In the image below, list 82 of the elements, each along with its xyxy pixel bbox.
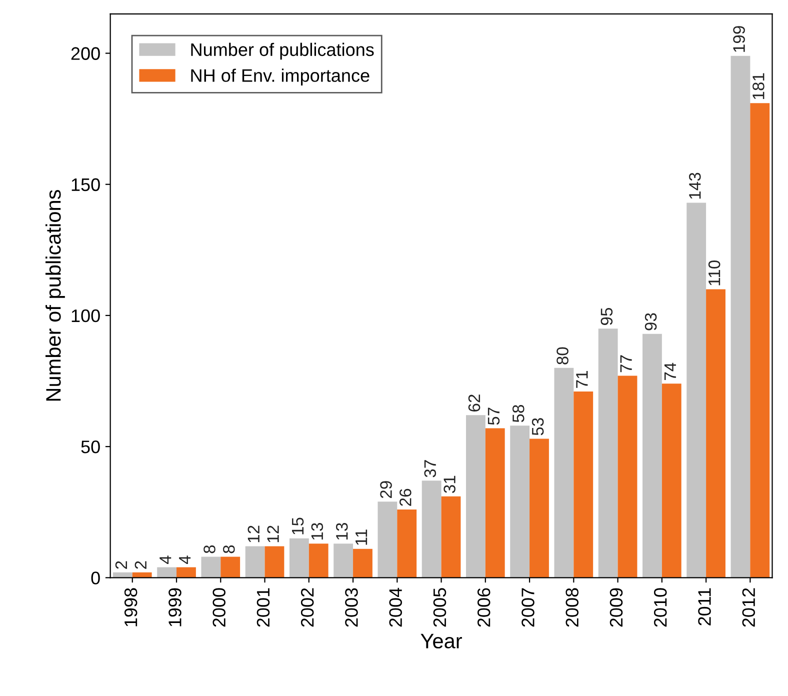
bar bbox=[662, 384, 682, 578]
data-label: 57 bbox=[488, 408, 500, 425]
y-tick-label: 100 bbox=[72, 309, 100, 322]
data-label: 29 bbox=[380, 481, 392, 498]
bar bbox=[642, 334, 662, 578]
data-label: 12 bbox=[248, 526, 260, 542]
bar bbox=[201, 556, 221, 578]
data-label: 143 bbox=[689, 172, 701, 199]
bar bbox=[264, 546, 284, 578]
x-tick-label: 1998 bbox=[124, 588, 138, 626]
bar bbox=[598, 328, 618, 578]
legend-label: NH of Env. importance bbox=[191, 68, 370, 86]
y-tick-label: 150 bbox=[72, 178, 100, 192]
bar bbox=[308, 544, 328, 578]
data-label: 80 bbox=[556, 347, 568, 364]
data-label: 2 bbox=[134, 561, 146, 569]
bar bbox=[510, 426, 530, 578]
x-tick-label: 2008 bbox=[566, 588, 579, 627]
bar bbox=[466, 415, 486, 578]
x-tick-label: 1999 bbox=[168, 588, 182, 626]
data-label: 31 bbox=[444, 476, 456, 493]
data-label: 71 bbox=[576, 371, 588, 388]
bar bbox=[686, 202, 706, 578]
x-tick-label: 2011 bbox=[698, 588, 711, 626]
x-tick-label: 2000 bbox=[212, 588, 226, 627]
data-label: 95 bbox=[600, 308, 613, 326]
data-label: 2 bbox=[115, 561, 127, 569]
data-label: 53 bbox=[532, 418, 544, 436]
data-label: 8 bbox=[204, 545, 216, 554]
bar bbox=[530, 438, 549, 578]
data-label: 110 bbox=[708, 260, 720, 286]
legend-label: Number of publications bbox=[191, 42, 374, 60]
y-tick-label: 50 bbox=[81, 440, 100, 454]
data-label: 11 bbox=[356, 530, 368, 545]
data-label: 93 bbox=[644, 313, 657, 330]
x-tick-label: 2003 bbox=[345, 588, 358, 627]
bar bbox=[730, 56, 750, 578]
bar bbox=[750, 103, 770, 578]
bar bbox=[441, 496, 461, 578]
bar bbox=[157, 567, 177, 578]
data-label: 37 bbox=[424, 460, 436, 478]
x-tick-label: 2001 bbox=[256, 588, 270, 627]
bar bbox=[574, 392, 594, 578]
bar bbox=[176, 567, 196, 578]
data-label: 74 bbox=[664, 362, 676, 380]
bar bbox=[334, 544, 354, 578]
data-label: 58 bbox=[512, 405, 524, 422]
bar bbox=[245, 546, 265, 578]
x-tick-label: 2005 bbox=[433, 588, 446, 627]
x-tick-label: 2009 bbox=[610, 588, 623, 627]
bar bbox=[353, 548, 372, 578]
data-label: 199 bbox=[733, 26, 745, 52]
bar bbox=[706, 289, 726, 578]
bar bbox=[485, 428, 505, 578]
bar bbox=[554, 368, 574, 578]
x-tick-label: 2010 bbox=[654, 588, 667, 627]
data-label: 12 bbox=[267, 526, 279, 542]
data-label: 4 bbox=[179, 556, 191, 564]
x-tick-label: 2002 bbox=[300, 588, 314, 627]
x-tick-label: 2007 bbox=[522, 588, 534, 627]
bar bbox=[289, 538, 309, 578]
bar bbox=[618, 376, 638, 578]
data-label: 181 bbox=[752, 73, 764, 100]
x-axis-title: Year bbox=[420, 634, 462, 648]
y-tick-label: 200 bbox=[71, 47, 100, 60]
bar bbox=[378, 502, 398, 578]
data-label: 15 bbox=[292, 518, 304, 534]
data-label: 77 bbox=[620, 355, 632, 372]
x-tick-label: 2006 bbox=[477, 588, 490, 627]
data-label: 4 bbox=[160, 556, 172, 564]
bar bbox=[422, 480, 442, 578]
bar bbox=[220, 556, 240, 578]
x-tick-label: 2012 bbox=[742, 588, 756, 627]
bar bbox=[397, 510, 417, 578]
y-tick-label: 0 bbox=[91, 572, 100, 584]
data-label: 8 bbox=[223, 545, 235, 554]
data-label: 13 bbox=[336, 523, 348, 540]
y-axis-title: Number of publications bbox=[46, 190, 65, 401]
data-label: 26 bbox=[400, 488, 412, 506]
x-tick-label: 2004 bbox=[389, 588, 402, 627]
data-label: 62 bbox=[468, 394, 480, 412]
data-label: 13 bbox=[311, 523, 324, 540]
